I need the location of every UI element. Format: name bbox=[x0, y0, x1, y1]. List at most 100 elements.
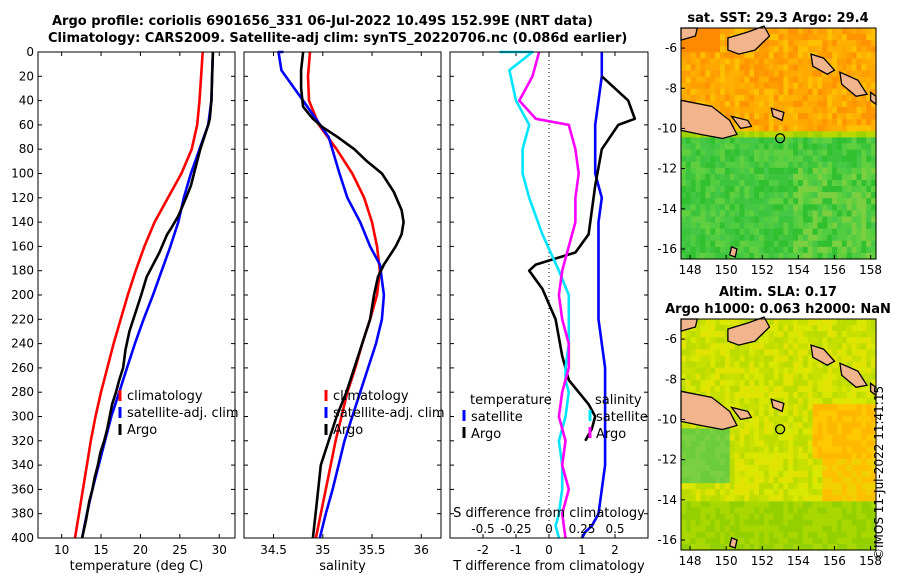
map-cell bbox=[846, 343, 853, 350]
map-cell bbox=[866, 40, 872, 47]
map-cell bbox=[861, 40, 867, 47]
coastline bbox=[770, 107, 785, 122]
map-cell bbox=[720, 385, 726, 393]
map-cell bbox=[744, 361, 750, 369]
map-cell bbox=[822, 489, 828, 496]
map-cell bbox=[788, 379, 794, 387]
map-cell bbox=[705, 58, 711, 66]
map-cell bbox=[866, 131, 872, 139]
map-cell bbox=[866, 173, 872, 181]
y-tick-label: -16 bbox=[657, 533, 677, 547]
map-cell bbox=[739, 513, 745, 521]
map-cell bbox=[734, 107, 741, 114]
map-cell bbox=[734, 398, 741, 405]
map-cell bbox=[685, 179, 692, 187]
map-cell bbox=[749, 100, 755, 108]
map-cell bbox=[754, 58, 760, 66]
map-cell bbox=[690, 94, 697, 102]
map-cell bbox=[832, 507, 838, 515]
map-cell bbox=[705, 76, 711, 84]
map-cell bbox=[759, 210, 765, 218]
map-cell bbox=[759, 501, 765, 509]
map-cell bbox=[768, 416, 775, 423]
map-cell bbox=[715, 543, 721, 551]
map-cell bbox=[851, 198, 858, 205]
map-cell bbox=[705, 331, 711, 338]
y-tick-label: 240 bbox=[11, 337, 34, 351]
map-cell bbox=[744, 507, 750, 515]
map-cell bbox=[734, 192, 741, 199]
map-cell bbox=[685, 519, 692, 527]
map-cell bbox=[846, 125, 853, 132]
map-cell bbox=[832, 537, 838, 545]
map-cell bbox=[729, 501, 736, 509]
map-cell bbox=[778, 125, 784, 132]
map-cell bbox=[798, 483, 804, 490]
map-cell bbox=[681, 428, 687, 436]
map-cell bbox=[681, 198, 687, 205]
map-cell bbox=[773, 331, 780, 338]
map-cell bbox=[802, 204, 809, 211]
map-cell bbox=[773, 470, 780, 478]
map-cell bbox=[846, 458, 853, 466]
map-cell bbox=[734, 173, 741, 181]
map-cell bbox=[724, 216, 731, 224]
map-cell bbox=[759, 222, 765, 230]
map-cell bbox=[773, 434, 780, 442]
map-cell bbox=[812, 428, 819, 436]
map-cell bbox=[685, 464, 692, 472]
map-cell bbox=[817, 234, 823, 242]
map-cell bbox=[861, 210, 867, 218]
map-cell bbox=[715, 82, 721, 90]
map-cell bbox=[841, 228, 848, 236]
map-cell bbox=[783, 349, 789, 357]
map-cell bbox=[812, 331, 819, 338]
map-cell bbox=[841, 204, 848, 211]
map-cell bbox=[720, 222, 726, 230]
map-cell bbox=[685, 70, 692, 78]
map-cell bbox=[739, 367, 745, 375]
map-cell bbox=[851, 240, 858, 248]
map-cell bbox=[861, 537, 867, 545]
map-cell bbox=[754, 119, 760, 126]
map-cell bbox=[744, 64, 750, 72]
map-cell bbox=[802, 198, 809, 205]
map-cell bbox=[754, 100, 760, 108]
map-cell bbox=[768, 470, 775, 478]
x-tick-label: 152 bbox=[751, 263, 774, 277]
map-cell bbox=[871, 246, 877, 254]
map-cell bbox=[788, 373, 794, 381]
map-cell bbox=[734, 404, 741, 411]
map-cell bbox=[768, 167, 775, 175]
map-cell bbox=[681, 204, 687, 211]
map-cell bbox=[851, 428, 858, 436]
map-cell bbox=[763, 186, 770, 193]
map-cell bbox=[856, 234, 862, 242]
map-cell bbox=[710, 379, 716, 387]
map-cell bbox=[856, 46, 862, 53]
map-cell bbox=[841, 531, 848, 539]
map-cell bbox=[749, 519, 755, 527]
map-cell bbox=[778, 464, 784, 472]
map-cell bbox=[861, 58, 867, 66]
map-cell bbox=[793, 331, 799, 338]
map-cell bbox=[798, 367, 804, 375]
map-cell bbox=[866, 113, 872, 120]
map-cell bbox=[846, 252, 853, 260]
map-cell bbox=[768, 100, 775, 108]
map-cell bbox=[861, 349, 867, 357]
map-cell bbox=[832, 331, 838, 338]
map-cell bbox=[763, 428, 770, 436]
map-cell bbox=[763, 391, 770, 399]
map-cell bbox=[861, 543, 867, 551]
map-cell bbox=[778, 501, 784, 509]
map-cell bbox=[778, 234, 784, 242]
map-cell bbox=[802, 464, 809, 472]
map-cell bbox=[695, 198, 702, 205]
map-cell bbox=[812, 28, 819, 35]
map-cell bbox=[807, 343, 814, 350]
map-cell bbox=[695, 28, 702, 35]
map-cell bbox=[763, 531, 770, 539]
map-cell bbox=[851, 131, 858, 139]
map-cell bbox=[749, 416, 755, 423]
